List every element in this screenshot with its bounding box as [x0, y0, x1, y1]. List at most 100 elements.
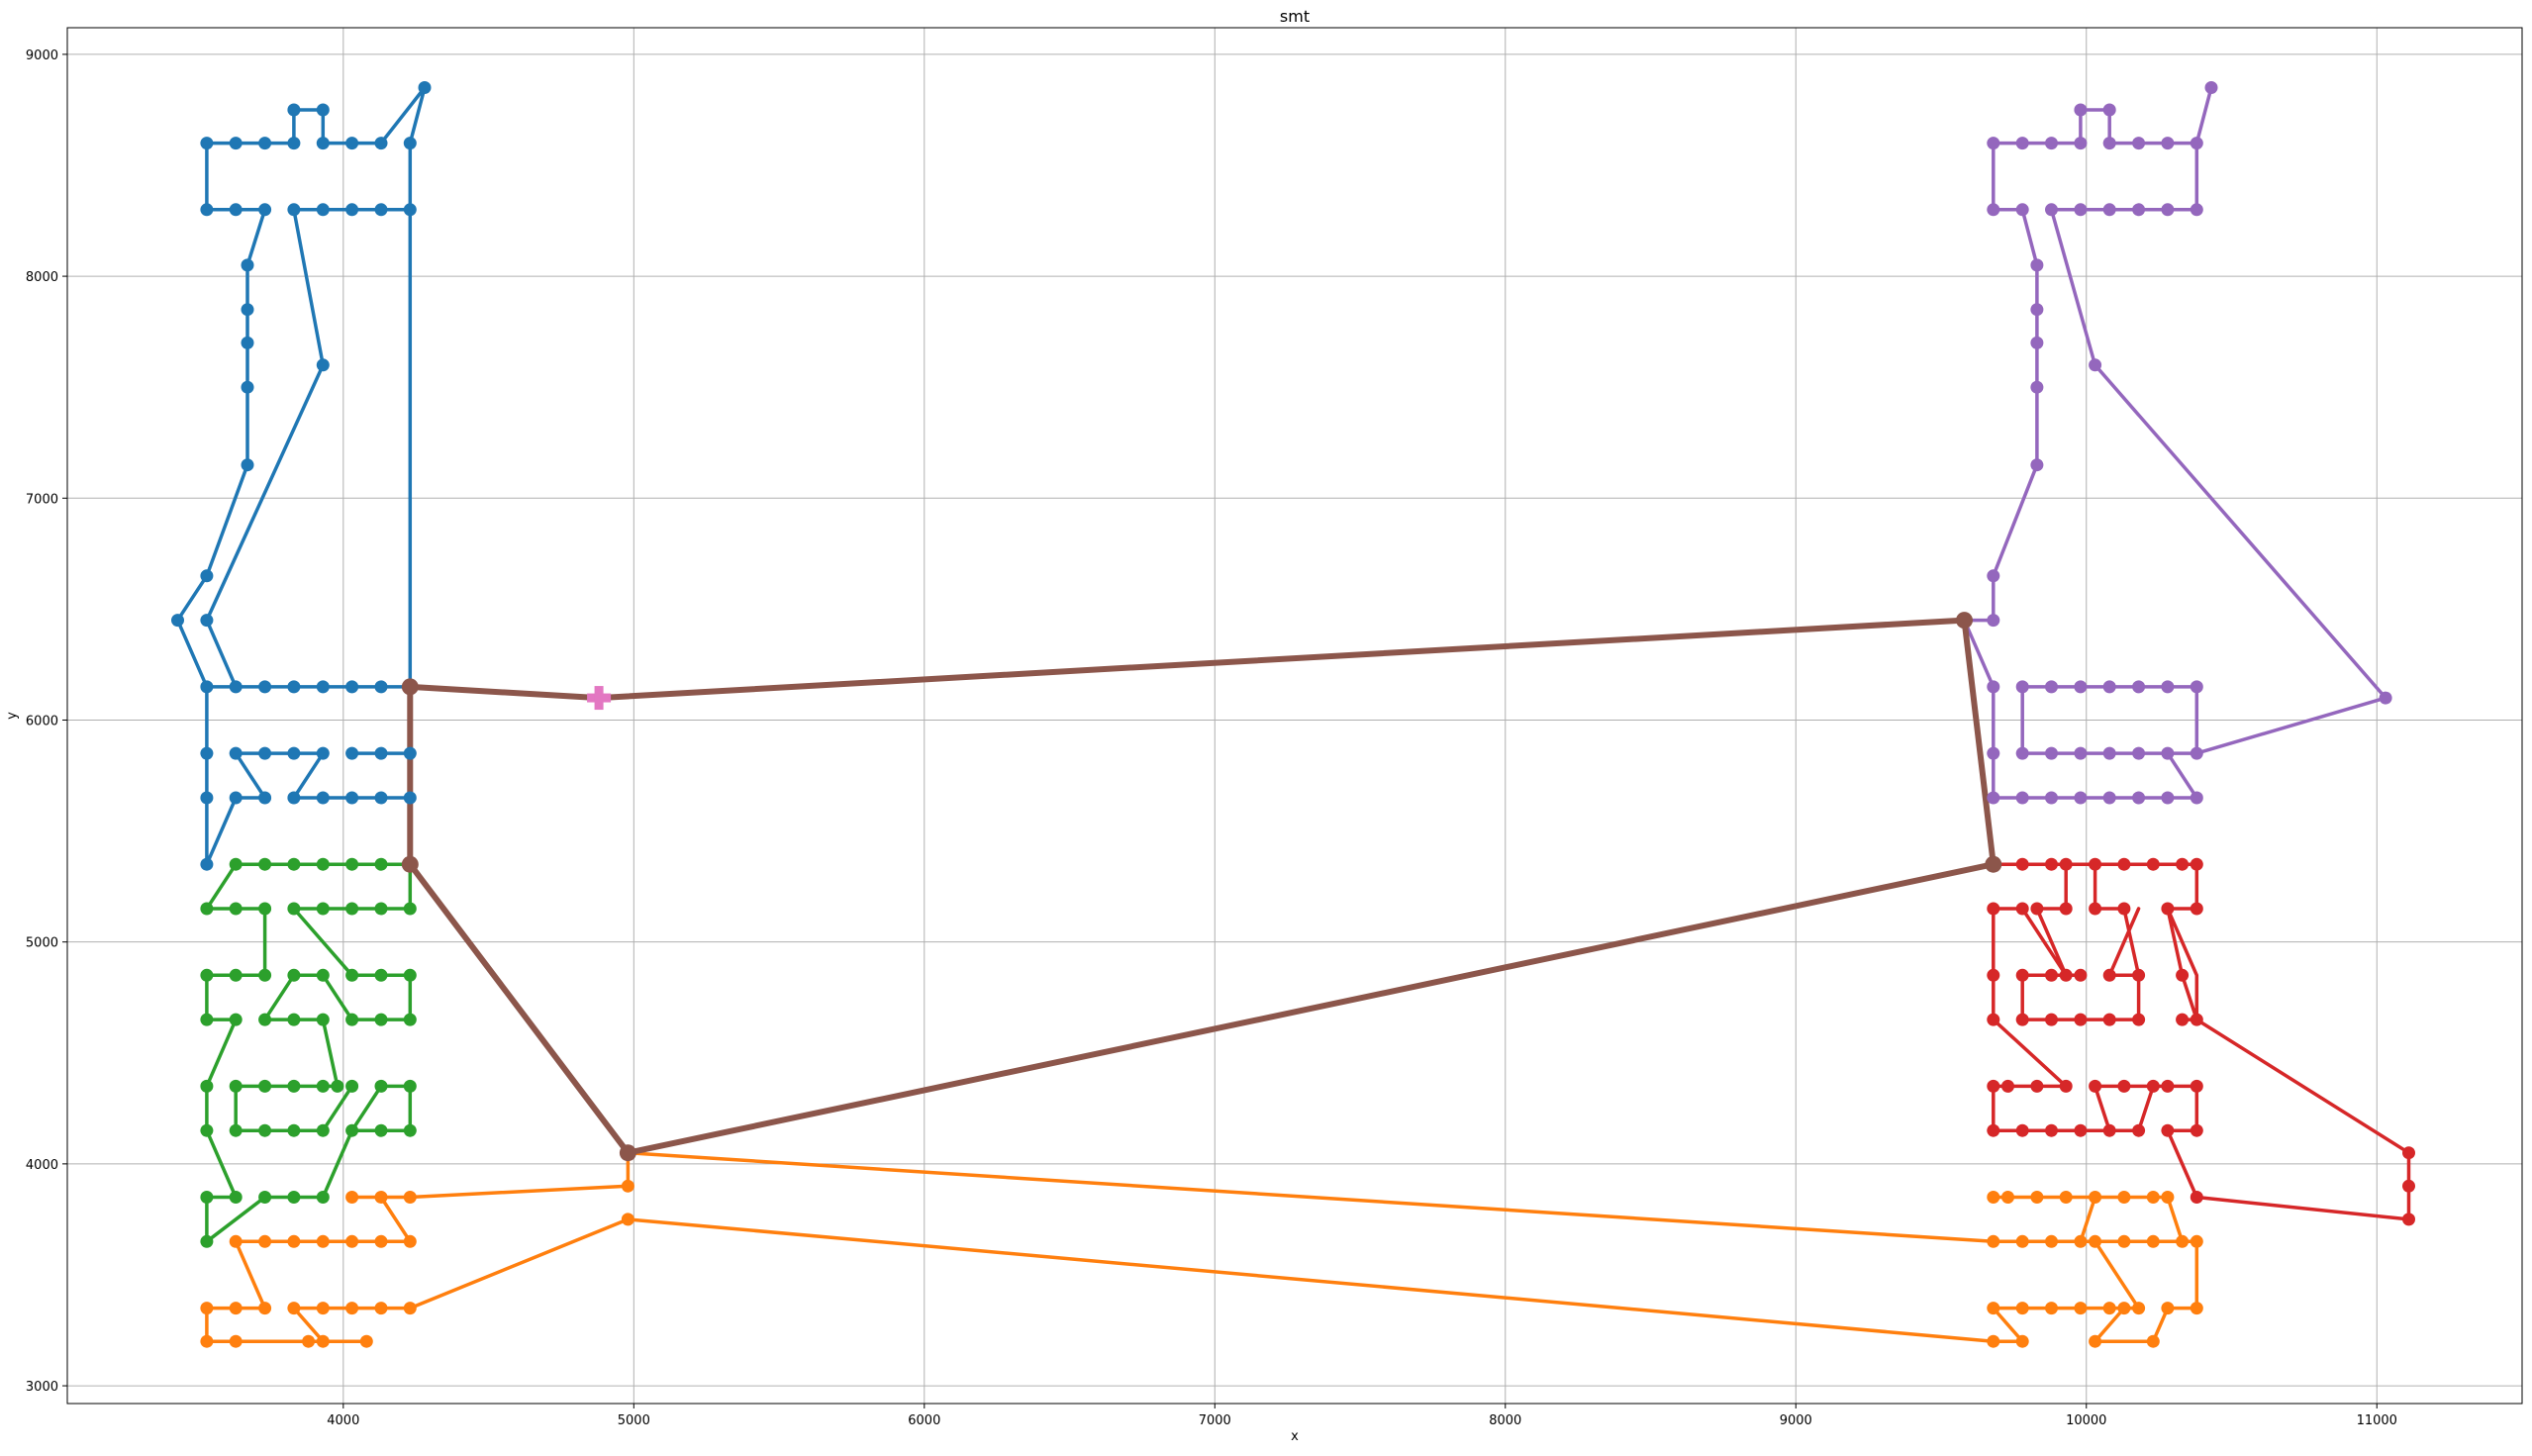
- data-point: [2074, 1234, 2088, 1248]
- data-point: [1987, 1302, 2000, 1315]
- x-tick-label: 10000: [2066, 1413, 2106, 1428]
- data-point: [331, 1079, 344, 1093]
- series-line: [1962, 85, 2387, 755]
- data-point: [374, 857, 388, 871]
- data-point: [287, 203, 301, 217]
- data-point: [1987, 614, 2000, 628]
- data-point: [621, 1213, 634, 1226]
- data-point: [2190, 1079, 2203, 1093]
- data-point: [345, 1013, 359, 1026]
- data-point: [2001, 1079, 2014, 1093]
- data-point: [401, 678, 419, 696]
- data-point: [1987, 746, 2000, 760]
- data-point: [229, 1334, 243, 1348]
- series-line: [2151, 1018, 2411, 1221]
- data-point: [258, 1234, 272, 1248]
- data-point: [1987, 1234, 2000, 1248]
- data-point: [2030, 336, 2044, 349]
- data-point: [316, 103, 330, 117]
- data-point: [229, 1302, 243, 1315]
- data-point: [2045, 791, 2058, 805]
- data-point: [2102, 746, 2116, 760]
- data-point: [171, 614, 184, 628]
- data-point: [2117, 1191, 2131, 1204]
- data-point: [229, 746, 243, 760]
- data-point: [2102, 1123, 2116, 1137]
- data-point: [2030, 380, 2044, 394]
- data-point: [2132, 1013, 2146, 1026]
- data-point: [258, 791, 272, 805]
- data-point: [258, 1123, 272, 1137]
- data-point: [2132, 1123, 2146, 1137]
- data-point: [1987, 569, 2000, 583]
- data-point: [403, 203, 417, 217]
- data-point: [258, 1079, 272, 1093]
- data-point: [345, 902, 359, 916]
- data-point: [287, 680, 301, 694]
- data-point: [316, 1191, 330, 1204]
- data-point: [2015, 791, 2029, 805]
- data-point: [2161, 1079, 2175, 1093]
- data-point: [316, 968, 330, 982]
- data-point: [2117, 902, 2131, 916]
- data-point: [374, 1123, 388, 1137]
- data-point: [241, 303, 254, 317]
- data-point: [258, 746, 272, 760]
- data-point: [2074, 203, 2088, 217]
- data-point: [2045, 968, 2058, 982]
- data-point: [302, 1334, 316, 1348]
- data-point: [2059, 968, 2073, 982]
- data-point: [200, 746, 214, 760]
- data-point: [2045, 680, 2058, 694]
- data-point: [2015, 1234, 2029, 1248]
- data-point: [2001, 1191, 2014, 1204]
- data-point: [403, 1191, 417, 1204]
- data-point: [2015, 203, 2029, 217]
- y-tick-label: 8000: [26, 270, 58, 285]
- data-point: [374, 203, 388, 217]
- series-4-markers: [1987, 81, 2392, 805]
- data-point: [2146, 857, 2160, 871]
- data-point: [258, 1191, 272, 1204]
- data-point: [2146, 1334, 2160, 1348]
- data-point: [316, 1334, 330, 1348]
- data-point: [2161, 1123, 2175, 1137]
- data-point: [2015, 1013, 2029, 1026]
- data-point: [316, 203, 330, 217]
- data-point: [200, 614, 214, 628]
- data-point: [2190, 1191, 2203, 1204]
- data-point: [200, 137, 214, 150]
- data-point: [2117, 1234, 2131, 1248]
- data-point: [2132, 968, 2146, 982]
- data-point: [316, 137, 330, 150]
- data-point: [2089, 1191, 2102, 1204]
- data-point: [200, 203, 214, 217]
- data-point: [2190, 137, 2203, 150]
- data-point: [316, 1302, 330, 1315]
- special-point-vbar: [594, 686, 604, 711]
- data-point: [2190, 680, 2203, 694]
- data-point: [316, 1234, 330, 1248]
- data-point: [200, 1123, 214, 1137]
- data-point: [200, 1234, 214, 1248]
- data-point: [1987, 791, 2000, 805]
- data-point: [2015, 137, 2029, 150]
- data-point: [200, 1079, 214, 1093]
- plot-frame: [66, 27, 2523, 1405]
- data-point: [2161, 680, 2175, 694]
- data-point: [2117, 1302, 2131, 1315]
- data-point: [2402, 1179, 2415, 1193]
- data-point: [2190, 1123, 2203, 1137]
- data-point: [2132, 791, 2146, 805]
- data-point: [2089, 1234, 2102, 1248]
- data-point: [374, 1191, 388, 1204]
- data-point: [374, 746, 388, 760]
- series-5-markers: [401, 612, 2002, 1162]
- data-point: [258, 968, 272, 982]
- data-point: [1987, 1123, 2000, 1137]
- data-point: [345, 791, 359, 805]
- data-point: [2015, 857, 2029, 871]
- data-point: [316, 791, 330, 805]
